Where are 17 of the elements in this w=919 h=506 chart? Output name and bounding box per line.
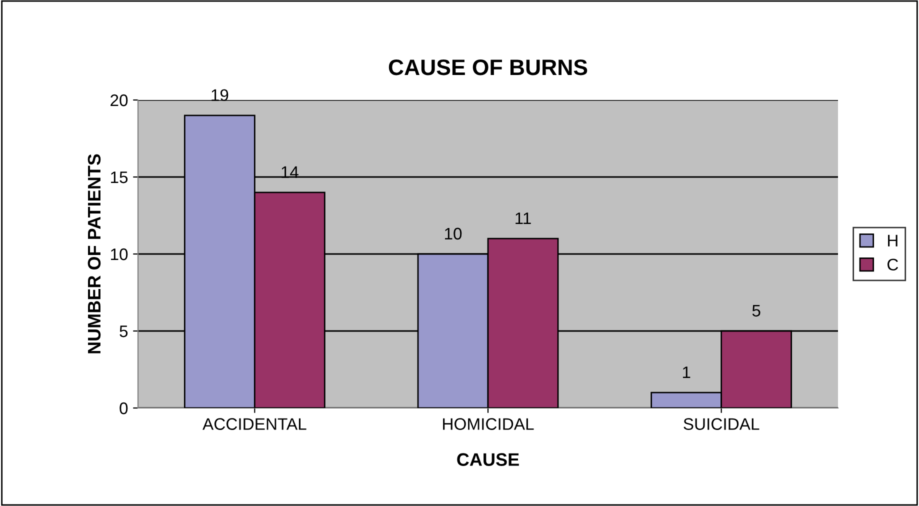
chart-title: CAUSE OF BURNS — [388, 59, 588, 76]
data-label: 1 — [682, 366, 690, 378]
y-tick-label: 0 — [120, 402, 128, 414]
y-tick-label: 10 — [111, 248, 128, 260]
data-label: 10 — [445, 228, 462, 240]
legend-label: C — [888, 258, 898, 270]
y-axis-title: NUMBER OF PATIENTS — [88, 154, 101, 354]
x-tick-label: ACCIDENTAL — [202, 418, 306, 430]
x-tick-label: HOMICIDAL — [443, 418, 534, 430]
data-label: 5 — [752, 304, 760, 317]
data-label: 11 — [516, 212, 531, 224]
y-tick-label: 20 — [110, 94, 128, 106]
x-axis-title: CAUSE — [457, 453, 519, 466]
x-tick-label: SUICIDAL — [684, 418, 760, 430]
y-tick-label: 15 — [111, 172, 128, 184]
legend-label: H — [888, 234, 898, 246]
y-tick-label: 5 — [120, 326, 128, 338]
